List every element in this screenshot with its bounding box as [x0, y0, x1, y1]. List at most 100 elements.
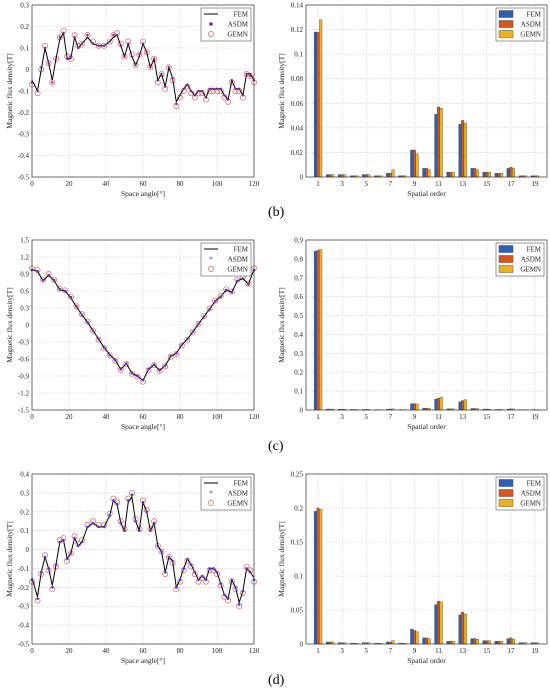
asdm-point [215, 570, 219, 574]
asdm-point [197, 578, 200, 582]
fem-line [31, 495, 255, 605]
asdm-point [119, 367, 123, 371]
asdm-point [200, 574, 204, 578]
asdm-point [167, 66, 171, 69]
bar [461, 400, 465, 411]
y-tick-label: 0.3 [20, 305, 29, 313]
x-tick-label: 3 [340, 647, 344, 655]
bar [362, 174, 366, 178]
gemn-point [95, 336, 102, 343]
asdm-point [186, 337, 189, 341]
bar [340, 174, 344, 178]
gemn-point [123, 361, 130, 368]
asdm-point [36, 89, 39, 93]
asdm-point [160, 72, 163, 76]
asdm-point [249, 570, 252, 574]
asdm-point [219, 582, 222, 585]
x-tick-label: 20 [66, 413, 74, 421]
asdm-point [212, 87, 215, 91]
asdm-point [112, 499, 115, 502]
asdm-point [213, 299, 217, 303]
asdm-point [223, 593, 226, 597]
x-tick-label: 0 [30, 413, 34, 421]
asdm-point [236, 279, 239, 283]
bar [499, 641, 503, 645]
asdm-point [164, 85, 167, 88]
bar [319, 249, 323, 411]
legend-swatch: * [209, 489, 213, 498]
bar [449, 171, 453, 178]
gemn-point [189, 328, 196, 335]
series-asdm [30, 268, 256, 382]
gemn-point [101, 345, 108, 352]
asdm-point [163, 570, 167, 574]
x-axis-label: Space angle[°] [121, 656, 165, 665]
bar [506, 638, 510, 645]
x-tick-label: 9 [413, 180, 417, 188]
bar [439, 397, 443, 411]
y-tick-label: -0.9 [18, 373, 30, 381]
bar [422, 168, 426, 178]
gemn-point [217, 293, 224, 300]
asdm-point [102, 346, 106, 349]
gemn-point [73, 303, 80, 310]
asdm-point [175, 586, 178, 589]
legend-entry: GEMN [227, 266, 248, 274]
legend-swatch [498, 255, 514, 263]
legend-swatch [498, 489, 514, 497]
asdm-point [113, 358, 117, 362]
legend-swatch [498, 245, 514, 253]
gemn-point [143, 49, 150, 56]
bar [509, 637, 513, 645]
asdm-point [208, 567, 211, 570]
gemn-point [201, 312, 207, 319]
series-gemn [319, 509, 540, 645]
asdm-point [91, 42, 95, 45]
asdm-point [149, 66, 152, 69]
asdm-point [80, 540, 84, 544]
y-tick-label: 0.3 [20, 2, 29, 10]
y-tick-label: 1.5 [20, 237, 29, 245]
y-tick-label: 0.08 [291, 75, 304, 83]
bar [485, 640, 489, 645]
gemn-point [173, 350, 180, 357]
asdm-point [54, 563, 58, 566]
x-tick-label: 40 [103, 180, 111, 188]
bar [512, 639, 515, 645]
asdm-point [112, 33, 115, 37]
asdm-point [224, 288, 228, 292]
bar [422, 637, 426, 645]
bar [512, 168, 515, 178]
asdm-point [52, 278, 56, 282]
x-tick-label: 120 [249, 180, 260, 188]
y-tick-label: 0.12 [291, 26, 304, 34]
legend-swatch [208, 266, 214, 272]
asdm-point [204, 578, 208, 582]
bar [458, 401, 462, 411]
asdm-point [130, 493, 134, 497]
bar [319, 509, 323, 645]
bar [415, 631, 419, 645]
bar [473, 638, 477, 645]
asdm-point [152, 57, 156, 60]
bar [485, 171, 489, 178]
bar [506, 168, 510, 178]
y-tick-label: 0.8 [294, 255, 303, 263]
x-tick-label: 17 [507, 647, 515, 655]
asdm-point [51, 586, 54, 589]
x-axis-label: Space angle[°] [121, 189, 165, 198]
bar [446, 171, 450, 178]
asdm-point [191, 330, 195, 334]
legend-entry: ASDM [228, 490, 249, 498]
y-tick-label: -0.5 [18, 174, 30, 182]
legend-entry: GEMN [227, 500, 248, 508]
legend-swatch [208, 500, 214, 506]
asdm-point [189, 89, 193, 93]
bar [473, 168, 477, 178]
x-tick-label: 19 [531, 413, 539, 421]
asdm-point [245, 72, 248, 76]
x-tick-label: 100 [212, 647, 223, 655]
legend-entry: FEM [234, 11, 249, 19]
legend-entry: FEM [527, 480, 542, 488]
gemn-point [134, 373, 141, 380]
